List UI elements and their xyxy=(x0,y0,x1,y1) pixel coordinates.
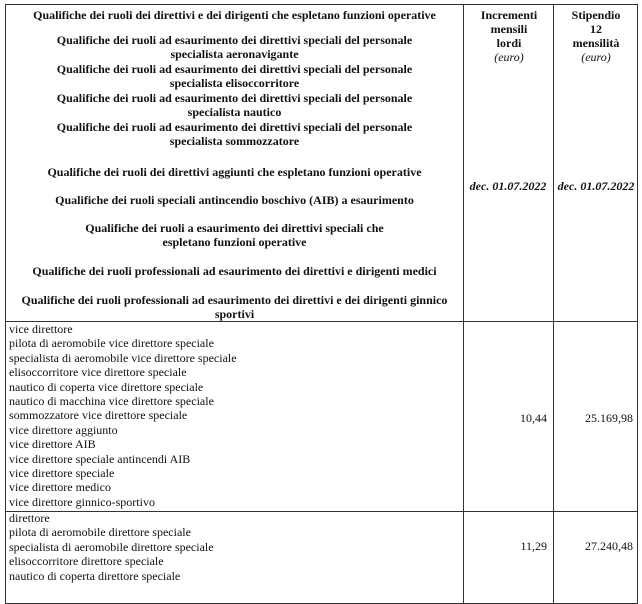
qualification-item: elisoccorritore direttore speciale xyxy=(9,554,164,569)
qualification-item: nautico di coperta direttore speciale xyxy=(9,568,181,583)
increment-column-header: Incrementi mensili lordi (euro) xyxy=(480,8,538,64)
qualification-item: vice direttore AIB xyxy=(9,437,96,452)
header-group: Qualifiche dei ruoli ad esaurimento dei … xyxy=(56,62,413,90)
header-group: Qualifiche dei ruoli professionali ad es… xyxy=(21,293,448,321)
qualification-item: sommozzatore vice direttore speciale xyxy=(9,408,188,423)
salary-date: dec. 01.07.2022 xyxy=(557,179,635,193)
qualification-item: specialista di aeromobile vice direttore… xyxy=(9,350,237,365)
column-title: Stipendio 12 mensilità xyxy=(571,8,621,50)
increment-date: dec. 01.07.2022 xyxy=(469,179,547,193)
salary-value: 25.169,98 xyxy=(585,411,633,425)
salary-column-header: Stipendio 12 mensilità (euro) xyxy=(567,8,625,64)
qualification-item: vice direttore speciale antincendi AIB xyxy=(9,451,191,466)
qualification-item: pilota di aeromobile direttore speciale xyxy=(9,525,191,540)
header-group: Qualifiche dei ruoli ad esaurimento dei … xyxy=(56,120,413,148)
qualification-item: vice direttore ginnico-sportivo xyxy=(9,494,155,509)
qualification-item: direttore xyxy=(9,511,50,525)
qualification-item: vice direttore aggiunto xyxy=(9,422,118,437)
qualification-item: nautico di macchina vice direttore speci… xyxy=(9,394,214,409)
qualification-item: vice direttore xyxy=(9,322,73,336)
column-title: Incrementi mensili lordi xyxy=(480,8,538,50)
column-unit: (euro) xyxy=(581,50,611,64)
salary-value: 27.240,48 xyxy=(585,539,633,553)
qualification-item: elisoccorritore vice direttore speciale xyxy=(9,365,187,380)
header-group: Qualifiche dei ruoli dei direttivi aggiu… xyxy=(47,165,422,179)
header-group: Qualifiche dei ruoli a esaurimento dei d… xyxy=(85,221,384,249)
qualification-item: nautico di coperta vice direttore specia… xyxy=(9,379,204,394)
qualification-item: vice direttore speciale xyxy=(9,466,115,481)
increment-value: 11,29 xyxy=(520,539,547,553)
header-group: Qualifiche dei ruoli professionali ad es… xyxy=(32,264,437,278)
column-unit: (euro) xyxy=(494,50,524,64)
header-group: Qualifiche dei ruoli ad esaurimento dei … xyxy=(56,33,413,61)
header-group: Qualifiche dei ruoli speciali antincendi… xyxy=(55,193,414,207)
qualification-list: vice direttore pilota di aeromobile vice … xyxy=(9,322,237,509)
header-group: Qualifiche dei ruoli dei direttivi e dei… xyxy=(33,8,436,22)
header-group: Qualifiche dei ruoli ad esaurimento dei … xyxy=(56,91,413,119)
increment-value: 10,44 xyxy=(520,411,547,425)
qualification-item: specialista di aeromobile direttore spec… xyxy=(9,539,214,554)
qualification-item: pilota di aeromobile vice direttore spec… xyxy=(9,336,214,351)
salary-table: Qualifiche dei ruoli dei direttivi e dei… xyxy=(5,4,638,604)
qualification-list: direttore pilota di aeromobile direttore … xyxy=(9,511,214,583)
qualification-item: vice direttore medico xyxy=(9,480,111,495)
